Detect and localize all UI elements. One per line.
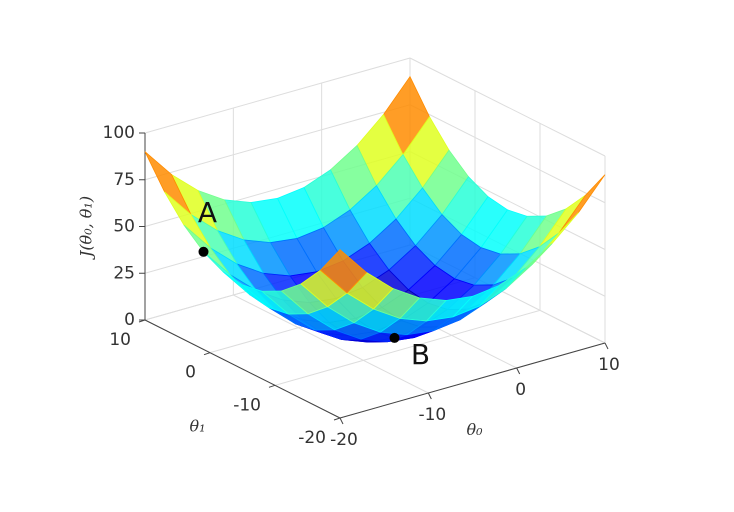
tick: [604, 342, 609, 350]
y-tick-label: 0: [185, 363, 196, 383]
tick: [427, 392, 432, 400]
z-tick-label: 25: [113, 263, 135, 283]
grid-line: [409, 104, 606, 204]
grid-line: [144, 104, 411, 181]
z-tick-label: 0: [124, 310, 135, 330]
point-label: A: [198, 196, 217, 229]
tick: [203, 352, 211, 356]
grid-line: [409, 57, 606, 157]
grid-line: [233, 294, 429, 394]
x-tick-label: -10: [418, 405, 446, 425]
z-tick-label: 50: [113, 217, 135, 237]
grid-line: [274, 309, 541, 386]
y-tick-label: 10: [109, 330, 131, 350]
tick: [516, 367, 521, 375]
x-axis-label: θ₀: [466, 420, 483, 439]
axis-line: [144, 319, 341, 419]
axis-line: [339, 342, 606, 419]
y-axis-label: θ₁: [189, 417, 205, 436]
tick: [339, 417, 344, 425]
y-tick-label: -20: [298, 428, 326, 448]
x-tick-label: 10: [598, 355, 620, 375]
y-tick-label: -10: [233, 395, 261, 415]
z-axis-label: J(θ₀, θ₁): [77, 196, 96, 260]
point: [198, 246, 209, 257]
z-tick-label: 100: [103, 123, 135, 143]
grid-line: [144, 57, 411, 134]
tick: [268, 384, 276, 388]
surface-patch: [319, 249, 368, 294]
z-tick-label: 75: [113, 170, 135, 190]
x-tick-label: -20: [330, 430, 358, 450]
tick: [333, 417, 341, 421]
point: [389, 332, 400, 343]
x-tick-label: 0: [515, 380, 526, 400]
point-label: B: [411, 338, 430, 371]
